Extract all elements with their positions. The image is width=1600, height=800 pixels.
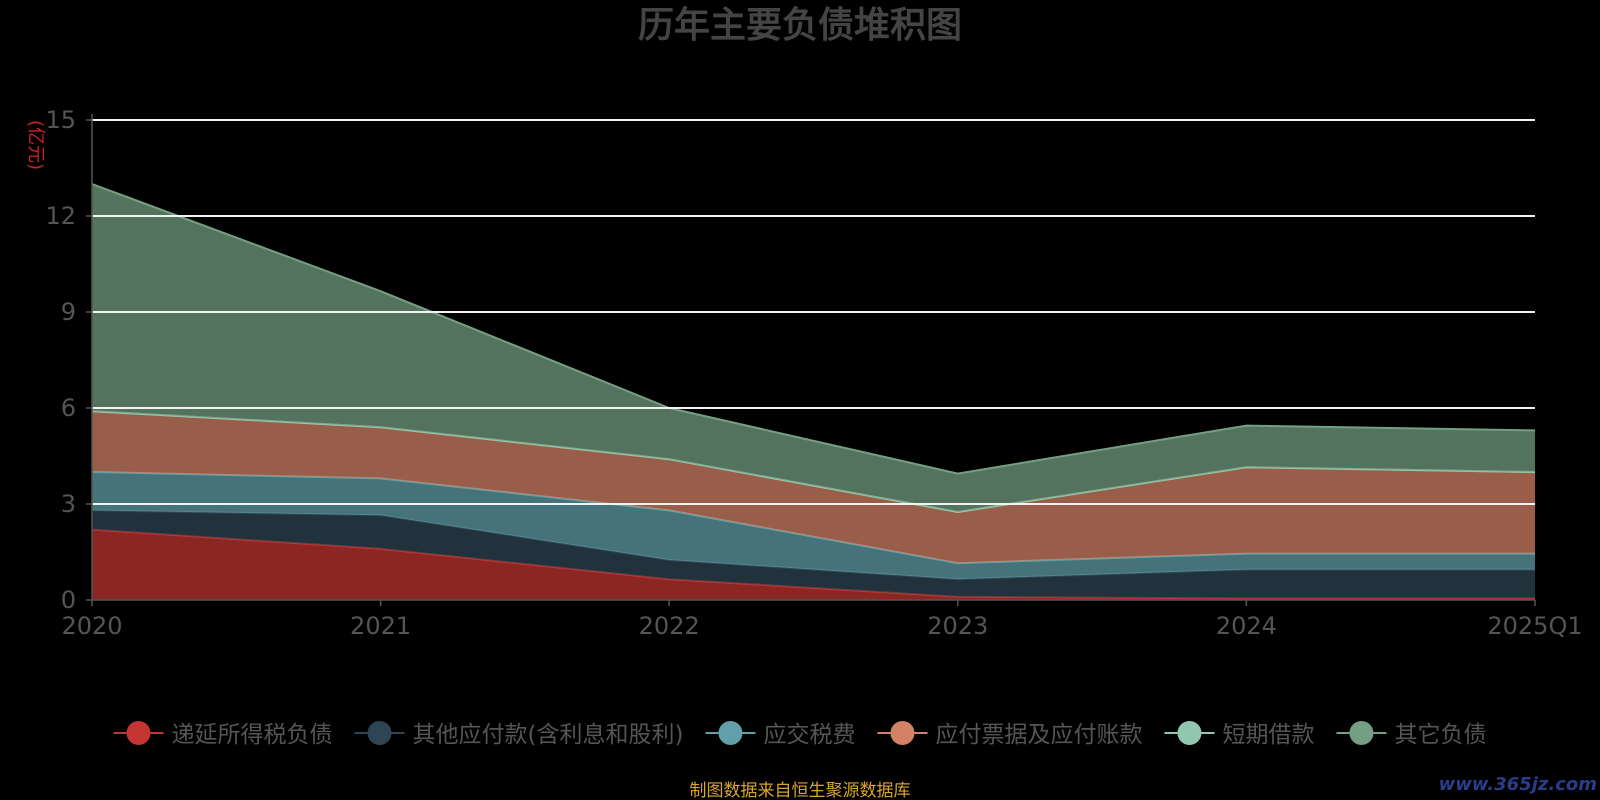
site-watermark: www.365jz.com [1439,774,1597,795]
x-tick-label: 2020 [61,612,122,640]
legend-label: 短期借款 [1222,722,1314,748]
legend-item-4[interactable]: 短期借款 [1164,721,1314,748]
legend-label: 应付票据及应付账款 [935,722,1142,748]
legend-marker-icon [1349,721,1374,745]
axes: 0 3 6 9 12 15 2020 2021 2022 2023 2024 2025Q1 [45,106,1582,640]
data-source-note: 制图数据来自恒生聚源数据库 [690,781,911,800]
series-5-area [92,184,1535,512]
legend-item-2[interactable]: 应交税费 [705,721,855,748]
legend-label: 其它负债 [1394,722,1486,748]
y-tick-label: 3 [61,490,76,518]
legend-item-0[interactable]: 递延所得税负债 [113,721,333,748]
x-tick-label: 2025Q1 [1487,612,1582,640]
x-tick-label: 2024 [1216,612,1277,640]
series-3-area [92,411,1535,564]
legend-marker-icon [126,721,151,745]
x-tick-label: 2022 [639,612,700,640]
y-tick-label: 0 [61,586,76,614]
legend-label: 应交税费 [763,722,855,748]
legend-marker-icon [367,721,392,745]
legend-marker-icon [890,721,915,745]
y-axis-unit-label: (亿元) [25,120,46,170]
series-5-line [91,183,1536,475]
x-tick-label: 2023 [927,612,988,640]
legend-label: 其他应付款(含利息和股利) [413,722,684,748]
y-tick-label: 9 [61,298,76,326]
series-0-area [92,529,1535,600]
grid-lines [92,119,1535,505]
x-tick-label: 2021 [350,612,411,640]
legend-marker-icon [718,721,743,745]
legend-label: 递延所得税负债 [172,722,333,748]
legend-marker-icon [1177,721,1202,745]
y-tick-label: 15 [45,106,76,134]
legend[interactable]: 递延所得税负债 其他应付款(含利息和股利) 应交税费 应付票据及应付账款 短期借款 其它负… [113,721,1487,748]
series-2-area [92,472,1535,580]
legend-item-3[interactable]: 应付票据及应付账款 [877,721,1142,748]
chart-title: 历年主要负债堆积图 [638,5,962,46]
legend-item-5[interactable]: 其它负债 [1336,721,1486,748]
y-tick-label: 12 [45,202,76,230]
legend-item-1[interactable]: 其他应付款(含利息和股利) [354,721,684,748]
series-1-area [92,510,1535,599]
area-series-group [91,183,1536,600]
y-tick-label: 6 [61,394,76,422]
